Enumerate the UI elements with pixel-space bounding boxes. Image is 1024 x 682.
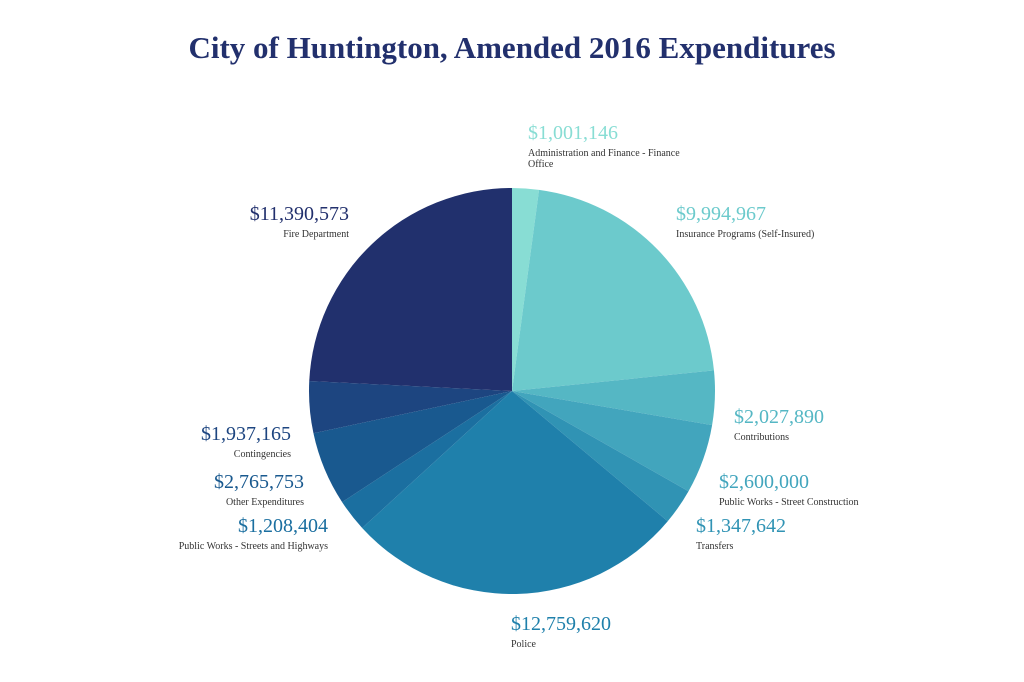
slice-label-9: $11,390,573 Fire Department — [249, 203, 349, 240]
slice-label-5: $12,759,620 Police — [511, 613, 611, 650]
pie-slice-7 — [313, 391, 512, 503]
pie-slice-0 — [512, 188, 540, 391]
pie-slice-3 — [512, 391, 713, 492]
slice-label-2: $2,027,890 Contributions — [734, 406, 824, 443]
slice-label-4: $1,347,642 Transfers — [696, 515, 786, 552]
pie-slice-1 — [512, 189, 714, 391]
pie-slice-5 — [362, 391, 668, 594]
pie-slice-2 — [512, 370, 715, 426]
pie-slice-4 — [512, 391, 689, 522]
pie-slice-9 — [309, 188, 512, 391]
slice-label-7: $2,765,753 Other Expenditures — [214, 471, 304, 508]
slice-label-8: $1,937,165 Contingencies — [201, 423, 291, 460]
pie-slice-6 — [342, 391, 512, 528]
slice-label-1: $9,994,967 Insurance Programs (Self-Insur… — [676, 203, 815, 240]
slice-label-3: $2,600,000 Public Works - Street Construc… — [719, 471, 859, 508]
pie-slice-8 — [309, 381, 512, 434]
slice-label-0: $1,001,146 Administration and Finance - F… — [528, 122, 680, 170]
chart-title: City of Huntington, Amended 2016 Expendi… — [188, 30, 836, 65]
slice-label-6: $1,208,404 Public Works - Streets and Hig… — [178, 515, 328, 552]
